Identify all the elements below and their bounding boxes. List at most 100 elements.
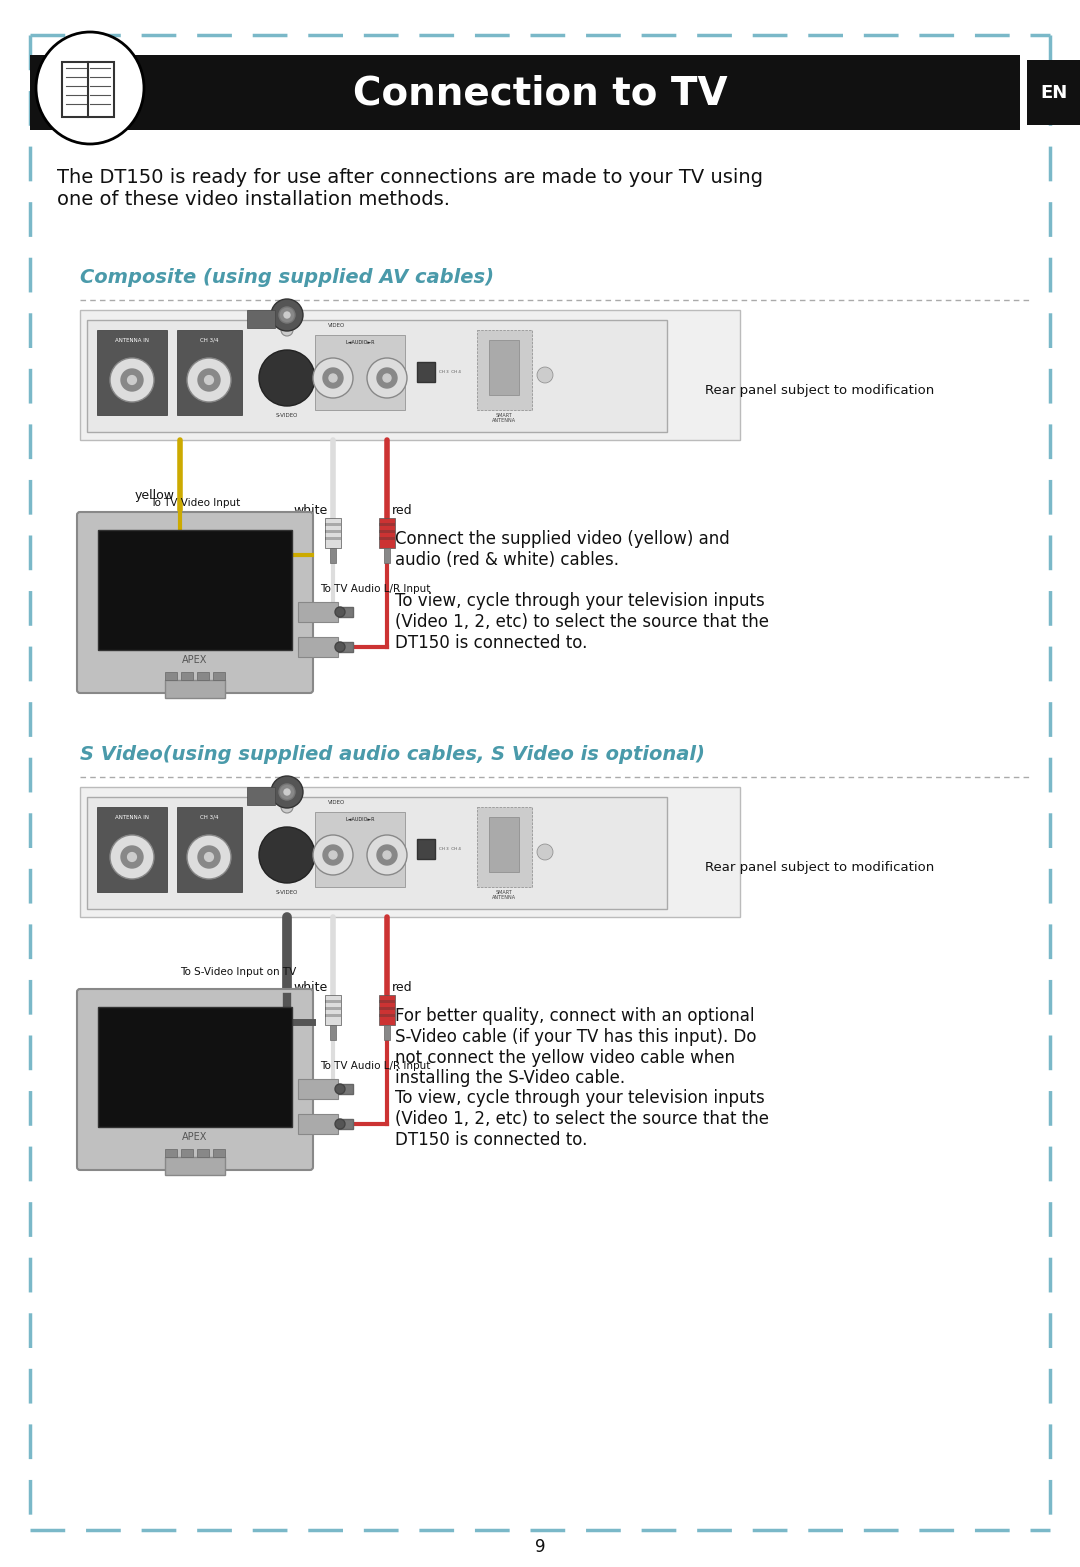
- Bar: [298, 638, 338, 657]
- Circle shape: [323, 845, 343, 865]
- Bar: [325, 523, 341, 527]
- Bar: [197, 1149, 210, 1156]
- Circle shape: [259, 827, 315, 882]
- Circle shape: [281, 801, 293, 813]
- Text: The DT150 is ready for use after connections are made to your TV using
one of th: The DT150 is ready for use after connect…: [57, 168, 762, 208]
- Circle shape: [329, 375, 337, 382]
- Text: Connect the supplied video (yellow) and
audio (red & white) cables.: Connect the supplied video (yellow) and …: [395, 530, 730, 569]
- Bar: [298, 1080, 338, 1098]
- Bar: [379, 519, 395, 548]
- Bar: [315, 812, 405, 887]
- Text: To S-Video Input on TV: To S-Video Input on TV: [180, 967, 296, 976]
- Circle shape: [284, 790, 291, 794]
- Bar: [325, 519, 341, 548]
- Bar: [489, 340, 519, 395]
- Bar: [379, 1014, 395, 1017]
- Bar: [325, 1000, 341, 1003]
- Text: L◄AUDIO►R: L◄AUDIO►R: [346, 340, 375, 345]
- Circle shape: [367, 835, 407, 874]
- Bar: [62, 63, 114, 118]
- Bar: [477, 807, 532, 887]
- Circle shape: [127, 376, 136, 384]
- Circle shape: [335, 642, 345, 652]
- Text: CH 3/4: CH 3/4: [200, 815, 218, 820]
- Text: Connection to TV: Connection to TV: [353, 74, 727, 111]
- Bar: [384, 1025, 390, 1040]
- Bar: [338, 606, 353, 617]
- Text: CH 3  CH 4: CH 3 CH 4: [438, 848, 461, 851]
- Text: S Video(using supplied audio cables, S Video is optional): S Video(using supplied audio cables, S V…: [80, 744, 705, 765]
- Bar: [247, 787, 275, 805]
- Bar: [379, 1000, 395, 1003]
- Circle shape: [121, 368, 143, 392]
- Circle shape: [281, 324, 293, 335]
- Circle shape: [271, 776, 303, 809]
- Text: APEX: APEX: [183, 655, 207, 664]
- Bar: [165, 672, 177, 680]
- Circle shape: [377, 845, 397, 865]
- Circle shape: [335, 1084, 345, 1094]
- Text: To TV Video Input: To TV Video Input: [150, 498, 240, 508]
- Bar: [30, 55, 1020, 130]
- Text: To TV Audio L/R Input: To TV Audio L/R Input: [320, 1061, 430, 1070]
- Text: red: red: [392, 981, 413, 993]
- Ellipse shape: [36, 31, 144, 144]
- Circle shape: [187, 357, 231, 403]
- Bar: [384, 548, 390, 563]
- Bar: [325, 530, 341, 533]
- Circle shape: [383, 851, 391, 859]
- Bar: [247, 310, 275, 328]
- Bar: [330, 1025, 336, 1040]
- Bar: [330, 548, 336, 563]
- Bar: [489, 816, 519, 871]
- Bar: [379, 995, 395, 1025]
- Bar: [197, 672, 210, 680]
- Bar: [1027, 60, 1080, 125]
- Text: To view, cycle through your television inputs
(Video 1, 2, etc) to select the so: To view, cycle through your television i…: [395, 592, 769, 652]
- Bar: [477, 331, 532, 411]
- Bar: [181, 672, 193, 680]
- Circle shape: [279, 784, 295, 801]
- Text: CH 3  CH 4: CH 3 CH 4: [438, 370, 461, 375]
- Bar: [325, 1008, 341, 1011]
- Bar: [98, 530, 292, 650]
- Text: EN: EN: [1040, 85, 1068, 102]
- Circle shape: [110, 357, 154, 403]
- Circle shape: [187, 835, 231, 879]
- Bar: [338, 1084, 353, 1094]
- Text: yellow: yellow: [135, 489, 175, 501]
- Bar: [417, 362, 435, 382]
- Bar: [379, 1008, 395, 1011]
- FancyBboxPatch shape: [77, 512, 313, 693]
- Bar: [417, 838, 435, 859]
- Bar: [165, 1156, 225, 1175]
- Bar: [97, 331, 167, 415]
- Circle shape: [284, 312, 291, 318]
- Bar: [213, 1149, 225, 1156]
- Text: S-VIDEO: S-VIDEO: [275, 412, 298, 417]
- Bar: [379, 523, 395, 527]
- Circle shape: [127, 852, 136, 862]
- Text: 9: 9: [535, 1537, 545, 1556]
- Circle shape: [259, 349, 315, 406]
- Text: VIDEO: VIDEO: [328, 799, 346, 804]
- Circle shape: [383, 375, 391, 382]
- Text: Rear panel subject to modification: Rear panel subject to modification: [705, 860, 934, 873]
- Bar: [177, 331, 242, 415]
- Text: To TV Audio L/R Input: To TV Audio L/R Input: [320, 584, 430, 594]
- Circle shape: [335, 1119, 345, 1128]
- Bar: [379, 530, 395, 533]
- Bar: [181, 1149, 193, 1156]
- Circle shape: [367, 357, 407, 398]
- Circle shape: [329, 851, 337, 859]
- Text: APEX: APEX: [183, 1131, 207, 1142]
- Text: white: white: [294, 503, 328, 517]
- FancyBboxPatch shape: [77, 989, 313, 1171]
- Bar: [213, 672, 225, 680]
- Circle shape: [204, 852, 214, 862]
- Bar: [97, 807, 167, 892]
- Circle shape: [335, 606, 345, 617]
- Circle shape: [110, 835, 154, 879]
- Text: L◄AUDIO►R: L◄AUDIO►R: [346, 816, 375, 821]
- Text: SMART
ANTENNA: SMART ANTENNA: [491, 890, 516, 901]
